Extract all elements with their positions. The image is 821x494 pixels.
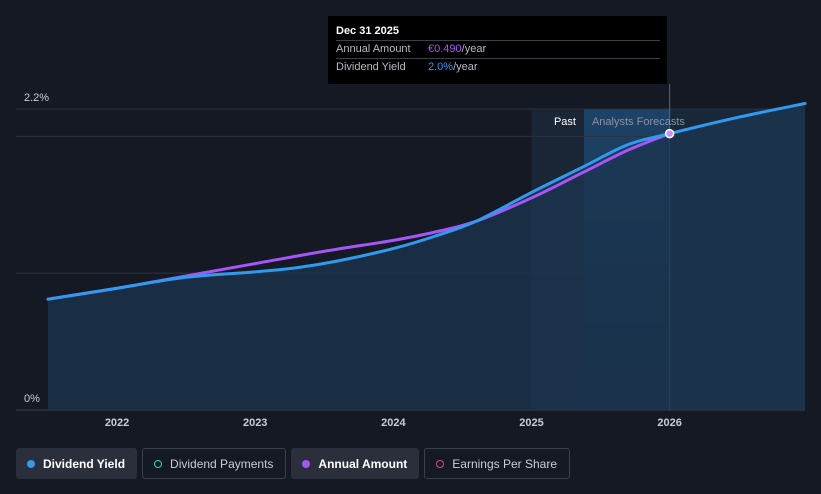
tooltip-label: Dividend Yield: [336, 61, 406, 73]
tooltip-row-dividend-yield: Dividend Yield 2.0% /year: [336, 58, 660, 76]
tooltip-unit: /year: [453, 61, 478, 73]
dividend-yield-area: [48, 103, 805, 410]
legend-label: Dividend Payments: [170, 456, 274, 471]
x-tick-label: 2026: [657, 417, 681, 429]
legend-earnings-per-share[interactable]: Earnings Per Share: [424, 448, 571, 479]
legend-label: Dividend Yield: [43, 456, 126, 471]
y-tick-label: 0%: [24, 393, 40, 405]
annual-amount-dot-icon: [302, 459, 311, 468]
tooltip-date: Dec 31 2025: [336, 25, 399, 37]
tooltip-marker: [664, 128, 675, 139]
legend: Dividend Yield Dividend Payments Annual …: [16, 448, 571, 479]
dividend-yield-dot-icon: [27, 459, 35, 468]
legend-dividend-payments[interactable]: Dividend Payments: [142, 448, 287, 479]
tooltip-value: 2.0%: [428, 61, 454, 73]
x-tick-label: 2024: [381, 417, 406, 429]
tooltip-row-annual-amount: Annual Amount €0.490 /year: [336, 40, 660, 58]
dividend-yield-line: [46, 102, 807, 301]
past-label: Past: [554, 116, 576, 128]
legend-label: Earnings Per Share: [452, 456, 558, 471]
tooltip: Dec 31 2025 Annual Amount €0.490 /year D…: [328, 16, 667, 84]
dividend-payments-ring-icon: [154, 459, 163, 468]
tooltip-value: €0.490: [428, 43, 462, 55]
earnings-per-share-ring-icon: [436, 459, 445, 468]
forecast-label: Analysts Forecasts: [592, 116, 685, 128]
legend-dividend-yield[interactable]: Dividend Yield: [16, 448, 138, 479]
legend-label: Annual Amount: [318, 456, 408, 471]
legend-annual-amount[interactable]: Annual Amount: [291, 448, 420, 479]
tooltip-unit: /year: [461, 43, 487, 55]
tooltip-label: Annual Amount: [336, 43, 411, 55]
x-tick-label: 2023: [243, 417, 267, 429]
y-tick-label: 2.2%: [24, 92, 49, 104]
x-tick-label: 2025: [519, 417, 543, 429]
x-tick-label: 2022: [105, 417, 129, 429]
